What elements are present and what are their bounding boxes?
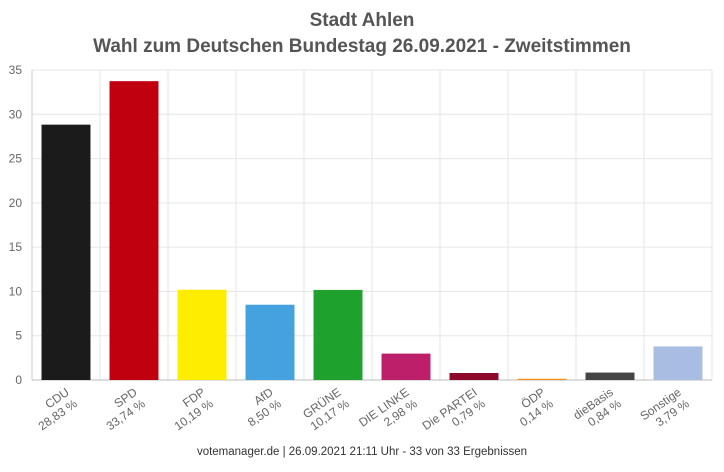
bar-diebasis <box>585 372 635 380</box>
y-tick-label: 35 <box>9 63 23 77</box>
bar-cdu <box>41 124 91 380</box>
y-tick-label: 15 <box>9 240 23 254</box>
bar-die-linke <box>381 353 431 380</box>
y-tick-label: 20 <box>9 196 23 210</box>
bar-spd <box>109 81 159 380</box>
bar-sonstige <box>653 346 703 380</box>
chart-footer: votemanager.de | 26.09.2021 21:11 Uhr - … <box>196 446 528 458</box>
chart-subtitle: Wahl zum Deutschen Bundestag 26.09.2021 … <box>93 36 631 57</box>
y-tick-label: 30 <box>9 107 23 121</box>
bar-die-partei <box>449 373 499 380</box>
chart-title: Stadt Ahlen <box>309 10 415 31</box>
bar-ödp <box>517 378 567 380</box>
y-tick-label: 0 <box>15 373 22 387</box>
bar-grüne <box>313 289 363 380</box>
y-tick-label: 5 <box>15 329 22 343</box>
y-tick-label: 25 <box>9 152 23 166</box>
bar-fdp <box>177 289 227 380</box>
y-tick-label: 10 <box>9 284 23 298</box>
bar-afd <box>245 304 295 380</box>
